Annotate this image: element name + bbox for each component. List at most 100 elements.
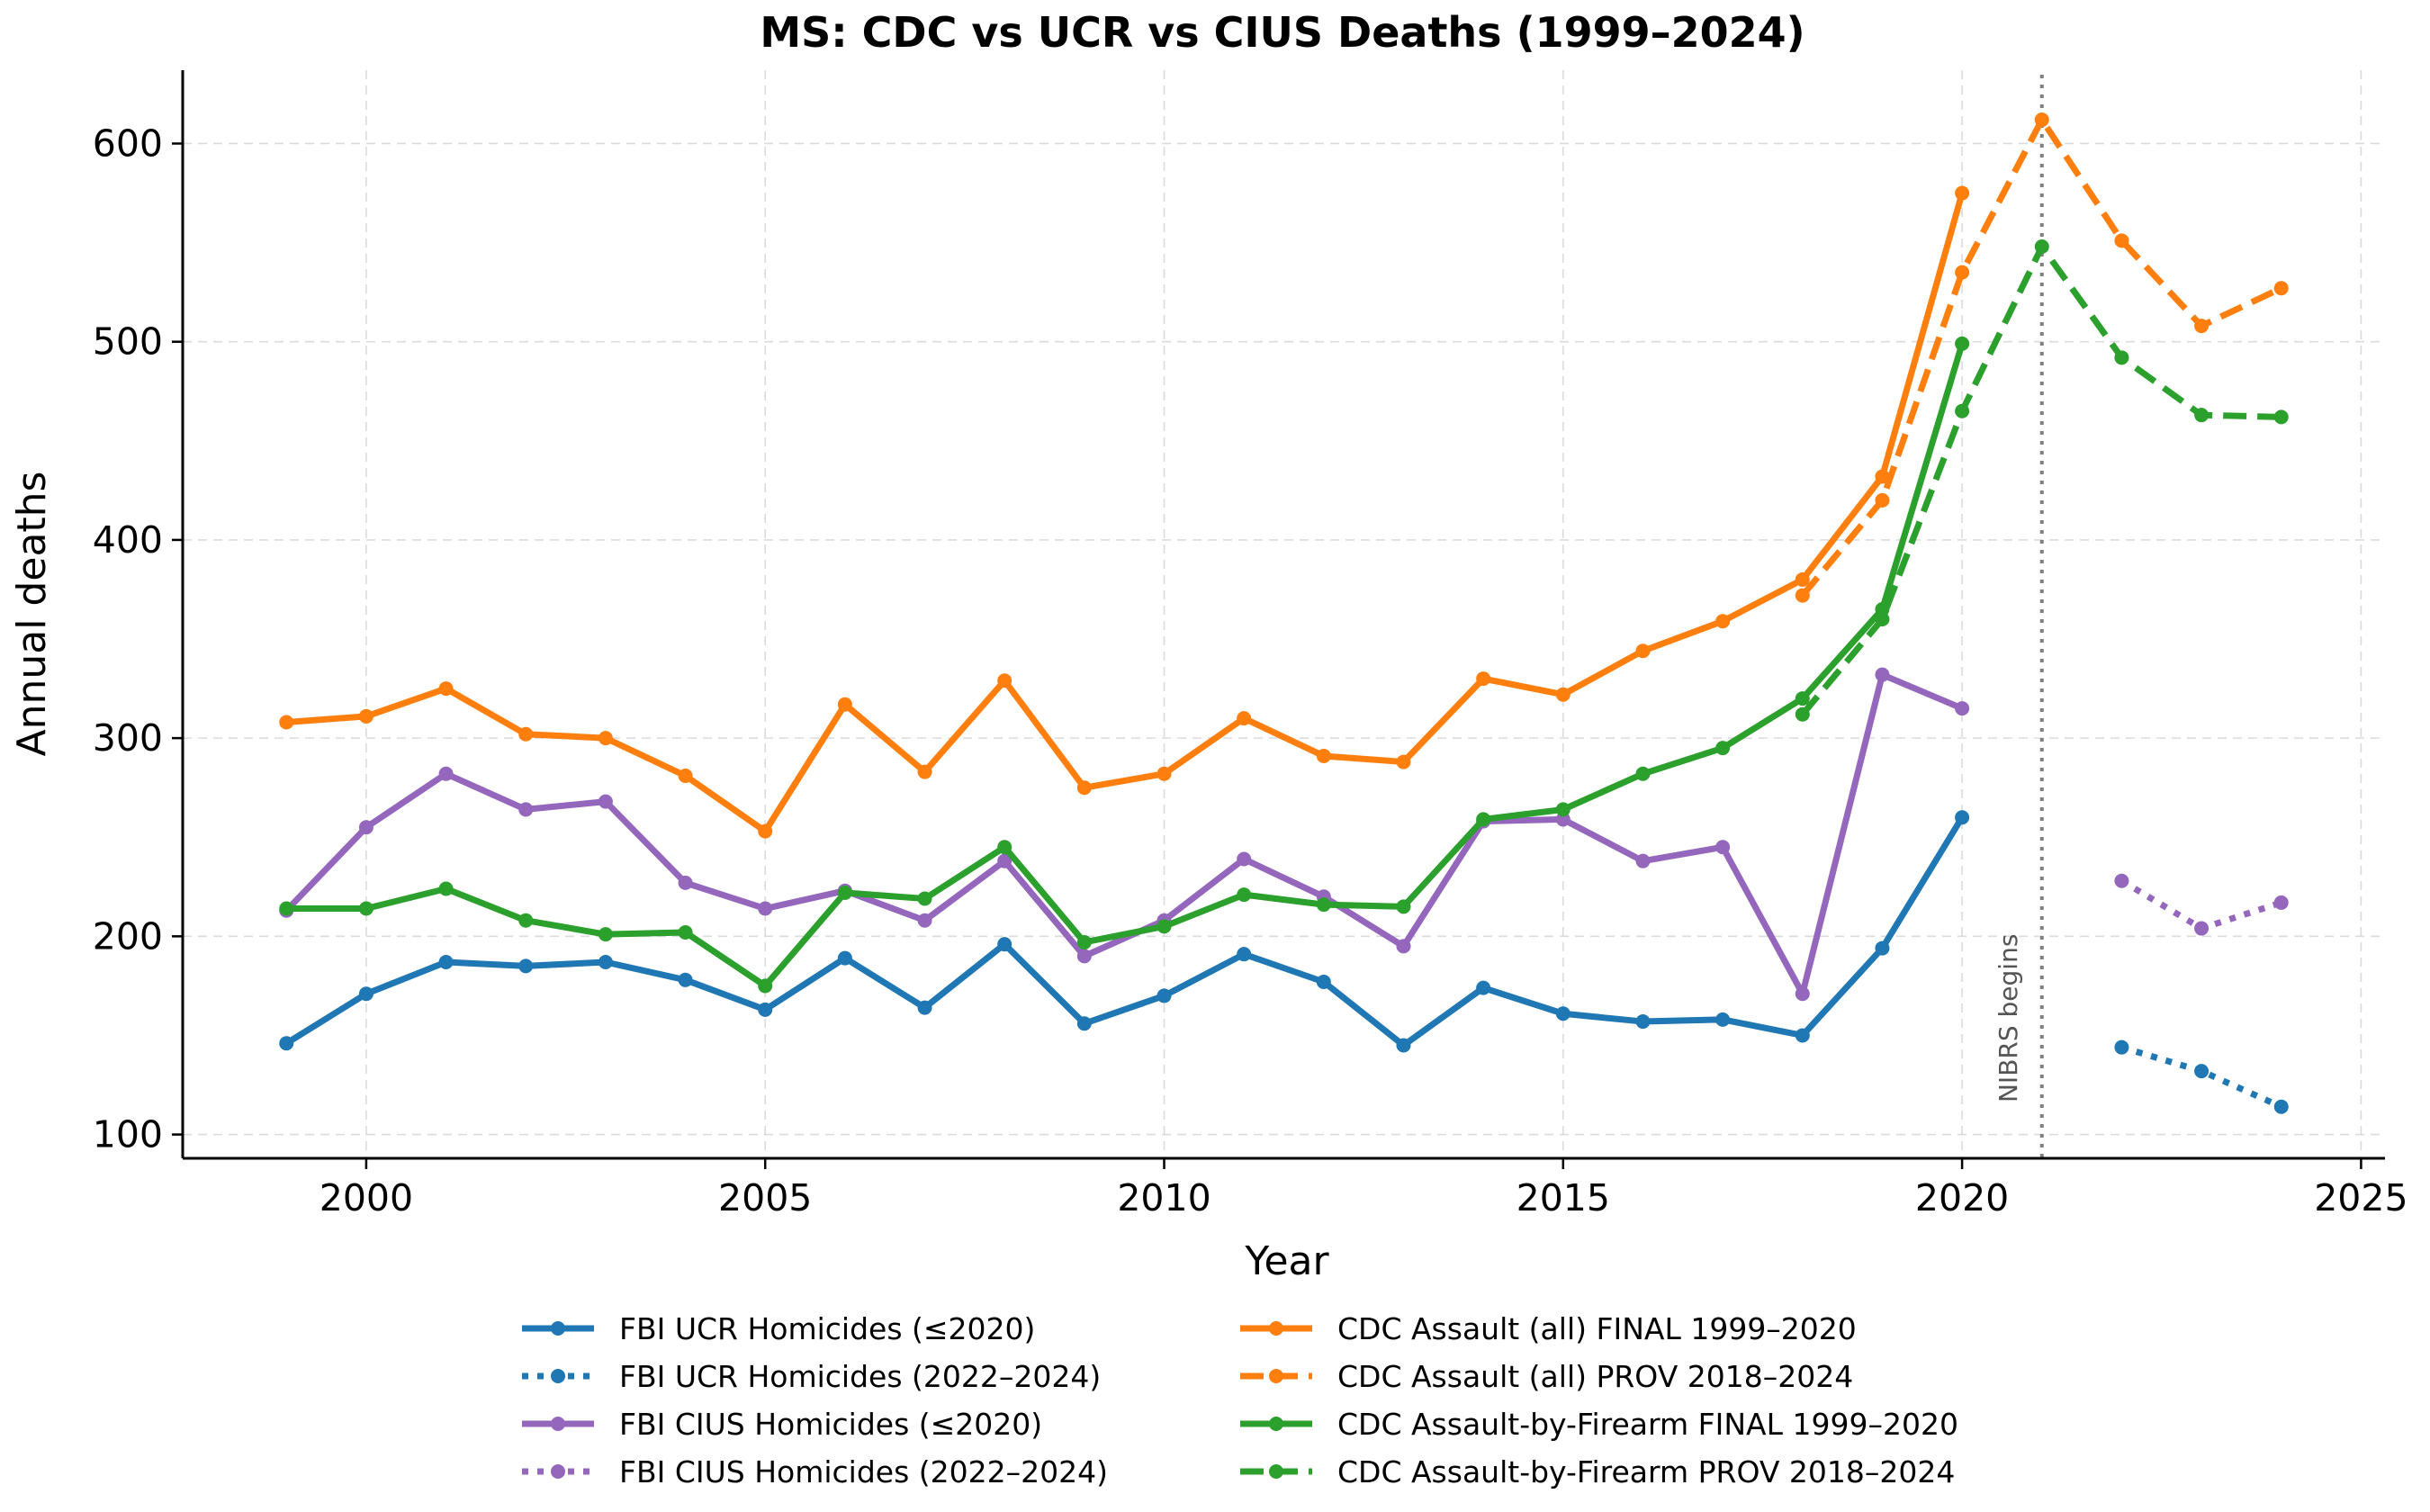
data-point <box>2194 408 2210 423</box>
data-point <box>279 901 294 916</box>
data-point <box>1715 1012 1731 1027</box>
data-point <box>438 681 454 697</box>
data-point <box>997 937 1012 952</box>
legend-label: FBI UCR Homicides (≤2020) <box>619 1311 1035 1346</box>
data-point <box>1715 614 1731 629</box>
data-point <box>1156 919 1172 934</box>
data-point <box>917 764 932 779</box>
data-point <box>2194 319 2210 334</box>
data-point <box>2273 410 2289 425</box>
legend-swatch-marker <box>551 1417 565 1431</box>
series-line <box>285 192 1966 835</box>
data-point <box>438 881 454 896</box>
y-axis-label: Annual deaths <box>9 472 55 757</box>
plot-area <box>279 112 2289 1114</box>
data-point <box>758 978 773 994</box>
data-point <box>1955 810 1970 825</box>
data-point <box>1955 336 1970 351</box>
series-7 <box>1795 238 2289 722</box>
legend-label: FBI UCR Homicides (2022–2024) <box>619 1359 1101 1394</box>
data-point <box>358 986 374 1002</box>
data-point <box>917 891 932 906</box>
data-point <box>518 802 534 817</box>
data-point <box>1237 851 1252 867</box>
data-point <box>2114 233 2129 248</box>
data-point <box>1476 980 1491 995</box>
data-point <box>1396 899 1411 914</box>
x-tick-label: 2015 <box>1516 1176 1610 1220</box>
legend-swatch-marker <box>1269 1321 1283 1336</box>
data-point <box>1076 934 1092 950</box>
data-point <box>997 840 1012 855</box>
legend-swatch-marker <box>1269 1369 1283 1383</box>
data-point <box>1237 711 1252 726</box>
legend-label: CDC Assault (all) FINAL 1999–2020 <box>1337 1311 1857 1346</box>
legend: FBI UCR Homicides (≤2020) FBI UCR Homicid… <box>522 1311 1958 1490</box>
data-point <box>678 768 693 783</box>
data-point <box>2034 238 2049 254</box>
data-point <box>1237 947 1252 962</box>
data-point <box>598 794 613 809</box>
data-point <box>1396 939 1411 954</box>
data-point <box>1795 691 1810 706</box>
data-point <box>1555 1006 1570 1022</box>
data-point <box>1635 1014 1651 1030</box>
data-point <box>2273 281 2289 296</box>
data-point <box>678 972 693 987</box>
legend-swatch-marker <box>551 1369 565 1383</box>
data-point <box>518 726 534 742</box>
data-point <box>1076 1016 1092 1031</box>
series-1 <box>2114 1040 2289 1114</box>
data-point <box>2114 350 2129 365</box>
data-point <box>997 853 1012 868</box>
axes <box>181 70 2385 1160</box>
series-4 <box>279 185 1970 839</box>
data-point <box>1635 853 1651 868</box>
data-point <box>837 697 852 712</box>
y-tick-label: 300 <box>93 716 163 760</box>
data-point <box>1396 754 1411 770</box>
data-point <box>837 950 852 966</box>
legend-swatch-marker <box>551 1464 565 1479</box>
data-point <box>2273 1099 2289 1114</box>
nibrs-annotation: NIBRS begins <box>1994 934 2023 1102</box>
data-point <box>1795 986 1810 1002</box>
legend-label: CDC Assault (all) PROV 2018–2024 <box>1337 1359 1853 1394</box>
data-point <box>758 824 773 839</box>
data-point <box>1076 780 1092 796</box>
data-point <box>2114 1040 2129 1055</box>
data-point <box>1795 706 1810 722</box>
data-point <box>1555 687 1570 702</box>
data-point <box>1316 897 1331 913</box>
series-0 <box>279 810 1970 1053</box>
data-point <box>2194 1064 2210 1079</box>
x-tick-label: 2010 <box>1117 1176 1210 1220</box>
series-6 <box>279 336 1970 994</box>
series-line <box>284 815 1966 1048</box>
y-tick-label: 200 <box>93 914 163 958</box>
data-point <box>758 1002 773 1017</box>
x-tick-label: 2020 <box>1915 1176 2009 1220</box>
data-point <box>1715 840 1731 855</box>
legend-label: FBI CIUS Homicides (≤2020) <box>619 1407 1042 1442</box>
data-point <box>1476 671 1491 687</box>
data-point <box>2273 895 2289 910</box>
legend-swatch-marker <box>1269 1464 1283 1479</box>
data-point <box>279 1036 294 1051</box>
series-line <box>1800 116 2283 598</box>
x-axis-label: Year <box>1244 1238 1329 1284</box>
data-point <box>1955 185 1970 201</box>
data-point <box>438 954 454 969</box>
y-tick-label: 100 <box>93 1113 163 1156</box>
data-point <box>997 673 1012 688</box>
series-line <box>284 671 1964 997</box>
data-point <box>1555 802 1570 817</box>
data-point <box>678 924 693 940</box>
data-point <box>1875 667 1890 682</box>
data-point <box>598 954 613 969</box>
data-point <box>1955 701 1970 716</box>
data-point <box>678 875 693 890</box>
data-point <box>358 901 374 916</box>
data-point <box>279 715 294 730</box>
x-ticks: 2000 2005 2010 2015 2020 2025 <box>320 1158 2408 1220</box>
